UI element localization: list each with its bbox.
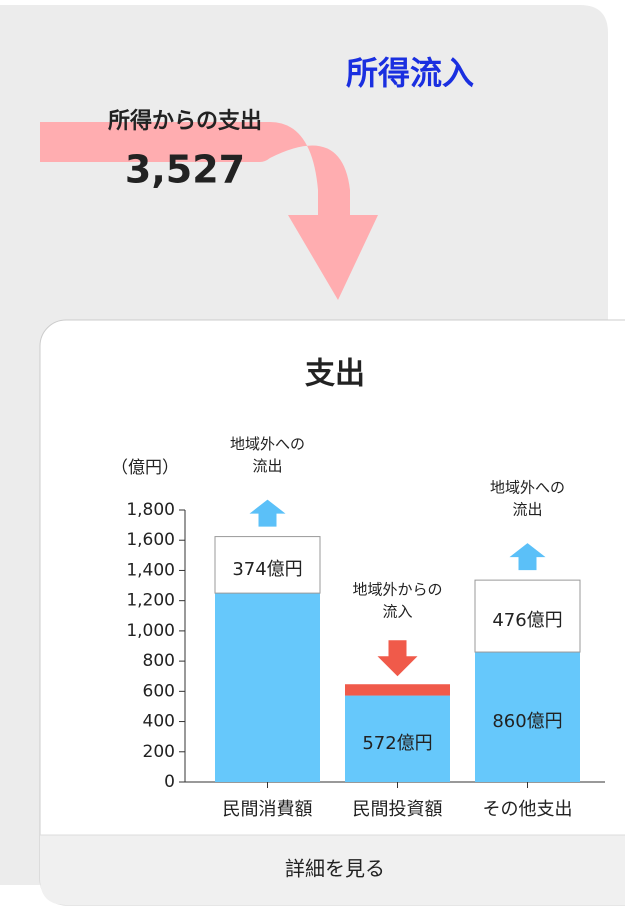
value-label: 476億円 xyxy=(492,610,562,631)
x-tick-label: その他支出 xyxy=(483,799,573,820)
footer-link[interactable]: 詳細を見る xyxy=(285,857,385,881)
y-unit: （億円） xyxy=(111,458,179,478)
bar-segment xyxy=(345,695,450,782)
annotation: 流入 xyxy=(382,603,412,621)
y-tick-label: 1,000 xyxy=(126,621,175,641)
annotation: 地域外への xyxy=(230,435,305,453)
bar-segment xyxy=(215,593,320,782)
y-tick-label: 400 xyxy=(143,712,175,732)
y-tick-label: 600 xyxy=(143,681,175,701)
card-title: 支出 xyxy=(305,357,365,392)
outflow-arrow xyxy=(249,499,286,527)
y-tick-label: 0 xyxy=(164,772,175,792)
inflow-arrow xyxy=(377,640,418,677)
value-label: 374億円 xyxy=(232,559,302,580)
annotation: 流出 xyxy=(512,501,542,519)
y-tick-label: 200 xyxy=(143,742,175,762)
value-label: 860億円 xyxy=(492,711,562,732)
flow-value: 3,527 xyxy=(125,148,245,192)
annotation: 流出 xyxy=(252,457,282,475)
y-tick-label: 1,800 xyxy=(126,500,175,520)
bar-segment xyxy=(345,684,450,696)
x-tick-label: 民間消費額 xyxy=(223,799,313,820)
annotation: 地域外からの xyxy=(352,581,442,599)
annotation: 地域外への xyxy=(490,479,565,497)
y-tick-label: 1,600 xyxy=(126,530,175,550)
header-title: 所得流入 xyxy=(346,54,474,92)
y-tick-label: 1,400 xyxy=(126,560,175,580)
bar-segment xyxy=(214,536,321,594)
x-tick-label: 民間投資額 xyxy=(353,799,443,820)
card-footer[interactable] xyxy=(40,835,625,905)
bar-segment xyxy=(475,652,580,782)
outflow-arrow xyxy=(509,543,546,571)
y-tick-label: 1,200 xyxy=(126,591,175,611)
bar-segment xyxy=(474,579,581,653)
flow-label: 所得からの支出 xyxy=(108,108,262,134)
flow-arrow xyxy=(40,122,378,300)
y-tick-label: 800 xyxy=(143,651,175,671)
value-label: 572億円 xyxy=(362,733,432,754)
